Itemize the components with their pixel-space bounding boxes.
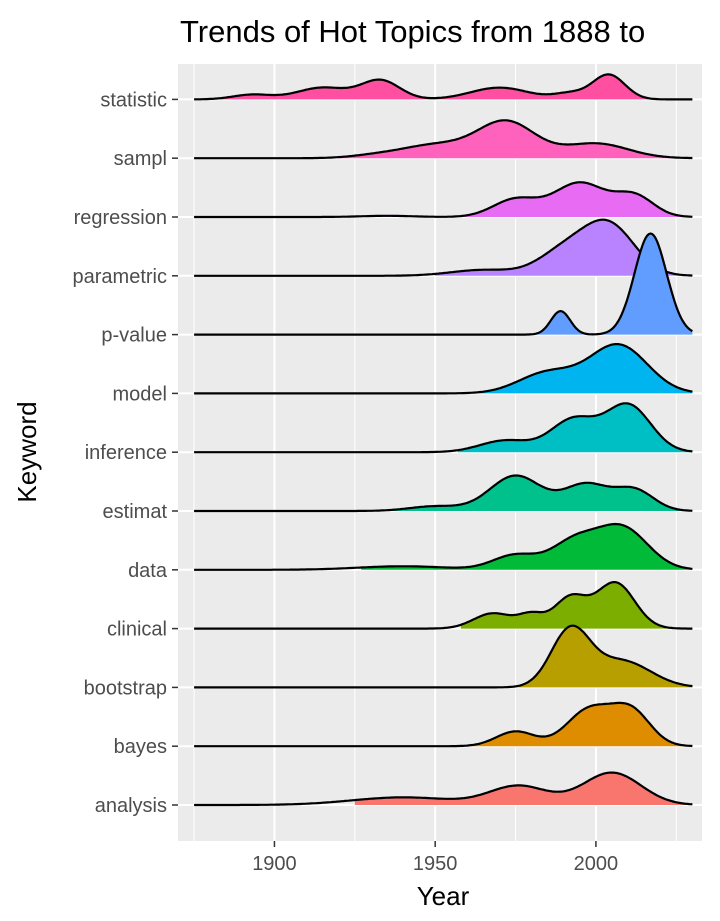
y-tick-label-p-value: p-value bbox=[101, 325, 167, 347]
y-tick-label-bayes: bayes bbox=[114, 736, 167, 758]
y-tick-label-analysis: analysis bbox=[95, 795, 167, 817]
y-tick-label-model: model bbox=[113, 383, 167, 405]
y-tick-label-clinical: clinical bbox=[107, 619, 167, 641]
y-tick-label-sampl: sampl bbox=[114, 148, 167, 170]
chart-title: Trends of Hot Topics from 1888 to bbox=[180, 14, 645, 49]
x-tick-label: 2000 bbox=[574, 853, 619, 875]
y-tick-label-estimat: estimat bbox=[103, 501, 168, 523]
x-tick-label: 1950 bbox=[413, 853, 458, 875]
y-tick-label-statistic: statistic bbox=[100, 89, 167, 111]
y-tick-label-inference: inference bbox=[85, 442, 167, 464]
x-axis: 1900 1950 2000 bbox=[252, 841, 618, 875]
y-axis: analysis bayes bootstrap clinical data estima… bbox=[73, 89, 178, 817]
y-axis-title: Keyword bbox=[12, 401, 42, 502]
y-tick-label-parametric: parametric bbox=[73, 266, 167, 288]
x-axis-title: Year bbox=[417, 881, 470, 911]
y-tick-label-bootstrap: bootstrap bbox=[84, 677, 167, 699]
y-tick-label-data: data bbox=[128, 560, 168, 582]
y-tick-label-regression: regression bbox=[74, 207, 167, 229]
x-tick-label: 1900 bbox=[252, 853, 297, 875]
